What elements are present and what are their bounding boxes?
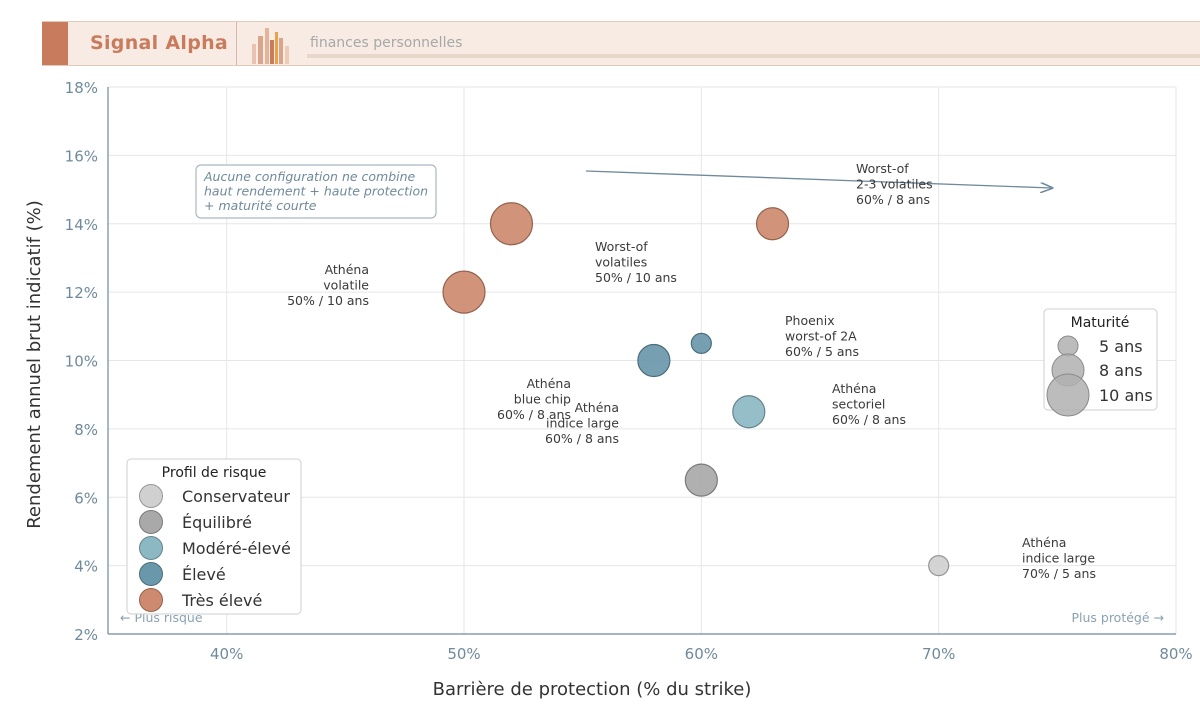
x-tick-label: 40%	[210, 645, 243, 663]
y-tick-label: 16%	[65, 147, 98, 165]
risk-legend-marker	[139, 536, 163, 560]
point-label: Athéna	[575, 400, 619, 415]
risk-legend-label: Équilibré	[182, 513, 252, 532]
data-point	[442, 270, 486, 314]
annotation-line: + maturité courte	[204, 198, 317, 213]
tagline-rule	[307, 54, 1200, 58]
y-tick-label: 2%	[74, 626, 98, 644]
risk-legend-box	[126, 458, 302, 615]
y-tick-label: 10%	[65, 353, 98, 371]
annotation-line: Aucune configuration ne combine	[203, 169, 416, 184]
x-tick-label: 70%	[922, 645, 955, 663]
point-label: worst-of 2A	[785, 329, 857, 344]
maturity-legend-label: 8 ans	[1099, 361, 1143, 380]
point-label: indice large	[1022, 551, 1095, 566]
point-label: 60% / 8 ans	[545, 431, 619, 446]
y-tick-label: 12%	[65, 284, 98, 302]
point-label: 2-3 volatiles	[856, 177, 933, 192]
annotation-box	[195, 164, 437, 219]
annotation-line: haut rendement + haute protection	[204, 184, 428, 199]
risk-legend-marker	[139, 588, 163, 612]
y-axis-title: Rendement annuel brut indicatif (%)	[24, 200, 45, 529]
maturity-legend-label: 10 ans	[1099, 386, 1153, 405]
city-skyline-icon	[252, 28, 289, 64]
y-tick-label: 6%	[74, 489, 98, 507]
brand-color-block	[42, 22, 68, 65]
y-tick-label: 4%	[74, 558, 98, 576]
maturity-legend-marker	[1057, 335, 1079, 357]
maturity-legend-marker	[1046, 373, 1090, 417]
point-label: 70% / 5 ans	[1022, 566, 1096, 581]
point-label: Worst-of	[595, 239, 648, 254]
data-point	[637, 343, 671, 378]
point-label: sectoriel	[832, 397, 885, 412]
x-tick-label: 80%	[1159, 645, 1192, 663]
x-axis-title: Barrière de protection (% du strike)	[433, 679, 752, 700]
app-header: Signal Alpha finances personnelles	[42, 21, 1200, 66]
point-label: 60% / 5 ans	[785, 344, 859, 359]
point-label: Athéna	[325, 262, 369, 277]
point-label: Athéna	[527, 376, 571, 391]
risk-legend-label: Modéré-élevé	[182, 539, 291, 558]
risk-legend-label: Conservateur	[182, 487, 290, 506]
point-label: 60% / 8 ans	[832, 412, 906, 427]
data-point	[755, 207, 790, 241]
y-tick-label: 8%	[74, 421, 98, 439]
data-point	[732, 395, 766, 429]
point-label: blue chip	[514, 392, 571, 407]
data-point	[690, 332, 712, 355]
brand-name: Signal Alpha	[90, 32, 229, 54]
header-separator	[236, 22, 237, 65]
point-label: volatiles	[595, 255, 647, 270]
point-label: Phoenix	[785, 313, 835, 328]
point-label: Worst-of	[856, 161, 909, 176]
y-tick-label: 14%	[65, 216, 98, 234]
data-point	[684, 463, 718, 497]
risk-legend-label: Élevé	[182, 565, 226, 584]
risk-legend-marker	[139, 510, 163, 534]
point-label: Athéna	[832, 381, 876, 396]
risk-legend-title: Profil de risque	[162, 465, 267, 481]
point-label: Athéna	[1022, 535, 1066, 550]
point-label: indice large	[546, 416, 619, 431]
data-point	[489, 202, 534, 246]
risk-legend-marker	[139, 562, 163, 586]
trend-arrow	[585, 170, 1052, 188]
maturity-legend-title: Maturité	[1071, 315, 1130, 331]
x-tick-label: 50%	[447, 645, 480, 663]
point-label: 50% / 10 ans	[287, 293, 369, 308]
point-label: 60% / 8 ans	[856, 192, 930, 207]
data-point	[928, 555, 950, 577]
direction-right-hint: Plus protégé →	[1071, 610, 1164, 625]
point-label: 60% / 8 ans	[497, 407, 571, 422]
y-tick-label: 18%	[65, 79, 98, 97]
point-label: volatile	[323, 278, 369, 293]
risk-legend-marker	[139, 484, 163, 508]
risk-legend-label: Très élevé	[181, 591, 262, 610]
x-tick-label: 60%	[685, 645, 718, 663]
maturity-legend-label: 5 ans	[1099, 337, 1143, 356]
point-label: 50% / 10 ans	[595, 270, 677, 285]
tagline: finances personnelles	[310, 35, 463, 51]
